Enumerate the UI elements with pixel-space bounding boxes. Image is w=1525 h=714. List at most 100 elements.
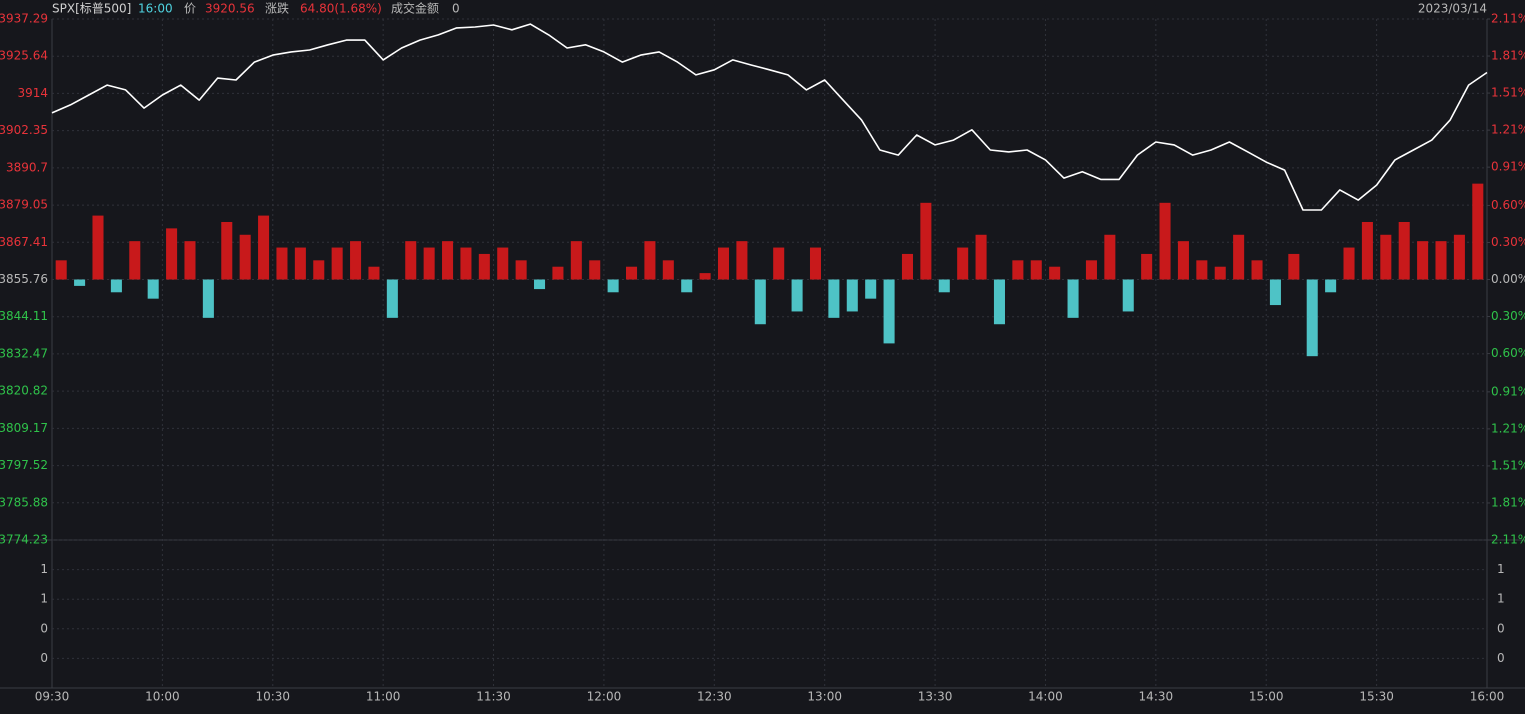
change-bar <box>386 279 398 318</box>
panel-tick-label-right: 0 <box>1497 651 1505 665</box>
x-tick-label: 12:00 <box>587 690 622 704</box>
change-bar <box>442 241 454 280</box>
panel-tick-label-right: 1 <box>1497 562 1505 576</box>
x-tick-label: 10:30 <box>255 690 290 704</box>
y-tick-label: 3832.47 <box>0 346 48 360</box>
x-tick-label: 12:30 <box>697 690 732 704</box>
change-bar <box>166 228 178 280</box>
change-bar <box>1325 279 1337 293</box>
change-bar <box>552 266 564 280</box>
y2-tick-label: 0.91% <box>1491 160 1525 174</box>
change-bar <box>754 279 766 325</box>
change-bar <box>773 247 785 280</box>
change-bar <box>938 279 950 293</box>
change-bar <box>626 266 638 280</box>
x-tick-label: 15:00 <box>1249 690 1284 704</box>
x-tick-label: 14:30 <box>1139 690 1174 704</box>
change-bar <box>405 241 417 280</box>
y2-tick-label: 0.30% <box>1491 309 1525 323</box>
change-bar <box>1085 260 1097 280</box>
change-bar <box>1233 234 1245 280</box>
change-bar <box>55 260 67 280</box>
change-bar <box>1269 279 1281 306</box>
y2-tick-label: 1.81% <box>1491 49 1525 63</box>
y-tick-label: 3797.52 <box>0 458 48 472</box>
change-bar <box>147 279 159 299</box>
x-tick-label: 09:30 <box>35 690 70 704</box>
change-bar <box>515 260 527 280</box>
change-bar <box>1435 241 1447 280</box>
change-bar <box>1472 183 1484 280</box>
change-bar <box>901 253 913 280</box>
change-bar <box>1159 202 1171 280</box>
change-bar <box>1067 279 1079 318</box>
change-bar <box>699 273 711 280</box>
change-bar <box>423 247 435 280</box>
y-tick-label: 3785.88 <box>0 495 48 509</box>
change-bar <box>1361 221 1373 280</box>
panel-tick-label-right: 1 <box>1497 592 1505 606</box>
change-bar <box>294 247 306 280</box>
change-bar <box>1012 260 1024 280</box>
change-bar <box>239 234 251 280</box>
x-tick-label: 11:00 <box>366 690 401 704</box>
change-bar <box>110 279 122 293</box>
y2-tick-label: 1.81% <box>1491 495 1525 509</box>
change-bar <box>478 253 490 280</box>
y-tick-label: 3925.64 <box>0 49 48 63</box>
change-bar <box>1380 234 1392 280</box>
change-bar <box>74 279 86 286</box>
change-bar <box>662 260 674 280</box>
x-tick-label: 10:00 <box>145 690 180 704</box>
price-label: 价 <box>184 2 196 16</box>
change: 64.80(1.68%) <box>300 2 382 16</box>
change-bar <box>92 215 104 280</box>
change-bar <box>184 241 196 280</box>
change-bar <box>331 247 343 280</box>
x-tick-label: 14:00 <box>1028 690 1063 704</box>
y-tick-label: 3902.35 <box>0 123 48 137</box>
change-bar <box>368 266 380 280</box>
y2-tick-label: 1.21% <box>1491 123 1525 137</box>
time: 16:00 <box>138 2 173 16</box>
change-bar <box>957 247 969 280</box>
change-bar <box>975 234 987 280</box>
change-bar <box>1398 221 1410 280</box>
y2-tick-label: 2.11% <box>1491 533 1525 547</box>
panel-tick-label-right: 0 <box>1497 621 1505 635</box>
change-bar <box>791 279 803 312</box>
y-tick-label: 3809.17 <box>0 421 48 435</box>
change-bar <box>607 279 619 293</box>
change-bar <box>350 241 362 280</box>
date: 2023/03/14 <box>1418 2 1487 16</box>
change-bar <box>681 279 693 293</box>
change-bar <box>460 247 472 280</box>
change-bar <box>920 202 932 280</box>
amount-label: 成交金额 <box>391 1 439 16</box>
change-bar <box>717 247 730 280</box>
change-bar <box>644 241 656 280</box>
panel-tick-label: 0 <box>40 651 48 665</box>
change-bar <box>534 279 546 290</box>
change-bar <box>828 279 840 318</box>
change-bar <box>1453 234 1465 280</box>
price-line <box>51 23 1488 211</box>
x-tick-label: 13:00 <box>807 690 842 704</box>
change-bar <box>589 260 601 280</box>
change-bar <box>202 279 214 318</box>
y2-tick-label: 1.51% <box>1491 458 1525 472</box>
amount: 0 <box>452 2 460 16</box>
change-bar <box>1104 234 1116 280</box>
y-tick-label: 3879.05 <box>0 198 48 212</box>
change-bar <box>883 279 895 344</box>
change-bar <box>1141 253 1153 280</box>
y2-tick-label: 1.21% <box>1491 421 1525 435</box>
change-bar <box>1122 279 1134 312</box>
y2-tick-label: 2.11% <box>1491 12 1525 26</box>
change-bar <box>1030 260 1042 280</box>
change-bar <box>497 247 509 280</box>
change-bar <box>736 241 748 280</box>
panel-tick-label: 1 <box>40 592 48 606</box>
change-bar <box>258 215 270 280</box>
